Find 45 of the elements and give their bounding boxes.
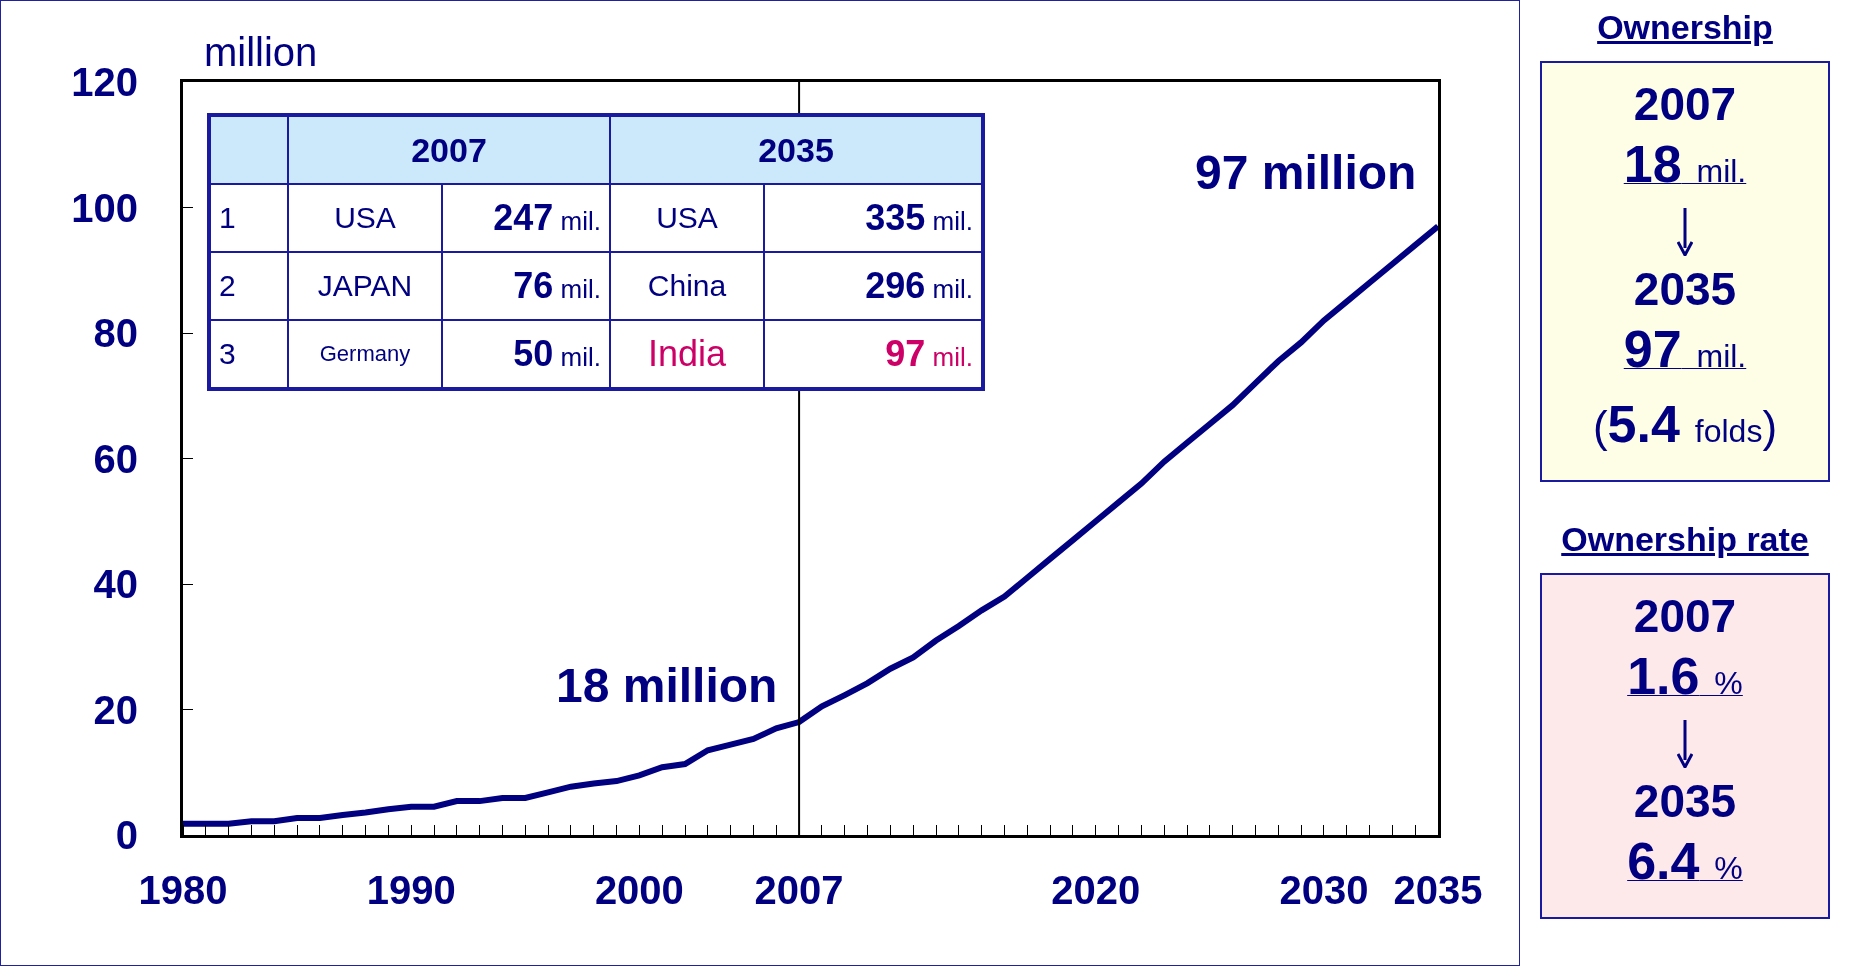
annotation: 2 xyxy=(209,252,288,320)
text: 2035 xyxy=(1632,262,1738,317)
text: (5.4 folds) xyxy=(1592,395,1778,453)
text: 6.4% xyxy=(1627,832,1743,890)
x-tick-label: 1980 xyxy=(138,868,228,912)
annotation: India xyxy=(610,320,764,389)
text: Ownership rate xyxy=(1560,520,1810,559)
annotation: USA xyxy=(610,184,764,252)
text: 1.6% xyxy=(1627,647,1743,705)
y-axis-title: million xyxy=(204,30,318,74)
annotation: 2007 xyxy=(288,115,610,184)
y-tick-label: 40 xyxy=(93,562,138,606)
annotation: 18 million xyxy=(556,659,778,712)
x-tick-label: 1990 xyxy=(366,868,456,912)
text: 2007 xyxy=(1632,589,1738,644)
annotation: Germany xyxy=(288,320,442,389)
annotation: 247 mil. xyxy=(493,197,601,238)
y-tick-label: 20 xyxy=(93,687,138,732)
y-tick-label: 80 xyxy=(93,311,138,355)
annotation: 335 mil. xyxy=(865,197,973,238)
y-tick-label: 100 xyxy=(71,185,138,230)
annotation: 76 mil. xyxy=(513,265,601,306)
annotation: 296 mil. xyxy=(865,265,973,306)
annotation: 50 mil. xyxy=(513,333,601,374)
y-tick-label: 60 xyxy=(93,436,138,481)
text: Ownership xyxy=(1596,8,1774,47)
y-tick-label: 0 xyxy=(115,813,138,857)
annotation: 97 million xyxy=(1195,146,1417,199)
text: 2035 xyxy=(1632,774,1738,829)
text: 18 mil. xyxy=(1623,135,1747,193)
text: 97 mil. xyxy=(1623,320,1747,378)
annotation: 3 xyxy=(209,320,288,389)
x-tick-label: 2035 xyxy=(1393,868,1483,912)
x-tick-label: 2030 xyxy=(1279,868,1369,912)
annotation: JAPAN xyxy=(288,252,442,320)
annotation: USA xyxy=(288,184,442,252)
annotation: 1 xyxy=(209,184,288,252)
annotation: China xyxy=(610,252,764,320)
x-tick-label: 2000 xyxy=(594,868,684,912)
x-tick-label: 2007 xyxy=(754,868,844,912)
annotation: 2035 xyxy=(610,115,983,184)
x-tick-label: 2020 xyxy=(1051,868,1141,912)
text: 2007 xyxy=(1632,77,1738,132)
y-tick-label: 120 xyxy=(71,60,138,104)
annotation: 97 mil. xyxy=(885,333,973,374)
